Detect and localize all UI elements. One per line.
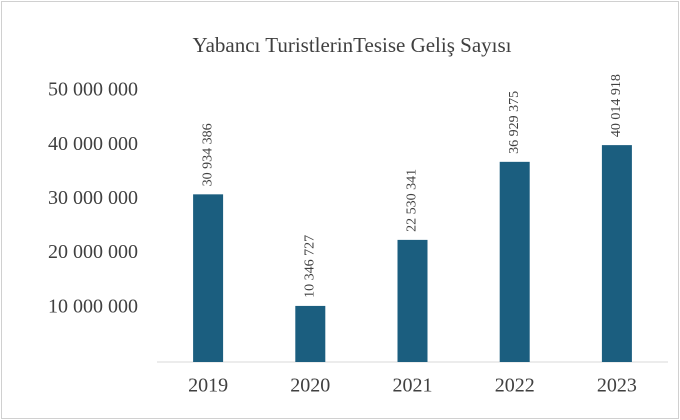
bar bbox=[193, 194, 224, 362]
x-tick-label: 2023 bbox=[597, 375, 637, 397]
y-tick-label: 50 000 000 bbox=[48, 79, 138, 101]
y-tick-label: 30 000 000 bbox=[48, 187, 138, 209]
y-tick-label: 10 000 000 bbox=[48, 295, 138, 317]
value-label: 22 530 341 bbox=[405, 169, 420, 232]
value-label: 40 014 918 bbox=[609, 74, 624, 137]
bar bbox=[499, 161, 530, 362]
value-label: 36 929 375 bbox=[507, 91, 522, 154]
bar bbox=[397, 239, 428, 362]
bar bbox=[295, 305, 326, 362]
x-tick-label: 2021 bbox=[393, 375, 433, 397]
value-label: 10 346 727 bbox=[303, 235, 318, 298]
y-tick-label: 40 000 000 bbox=[48, 133, 138, 155]
bar bbox=[601, 145, 632, 362]
y-tick-label: 20 000 000 bbox=[48, 241, 138, 263]
x-tick-label: 2020 bbox=[290, 375, 330, 397]
x-tick-label: 2022 bbox=[495, 375, 535, 397]
x-tick-label: 2019 bbox=[188, 375, 228, 397]
value-label: 30 934 386 bbox=[200, 123, 215, 186]
chart-title: Yabancı TuristlerinTesise Geliş Sayısı bbox=[193, 33, 512, 57]
